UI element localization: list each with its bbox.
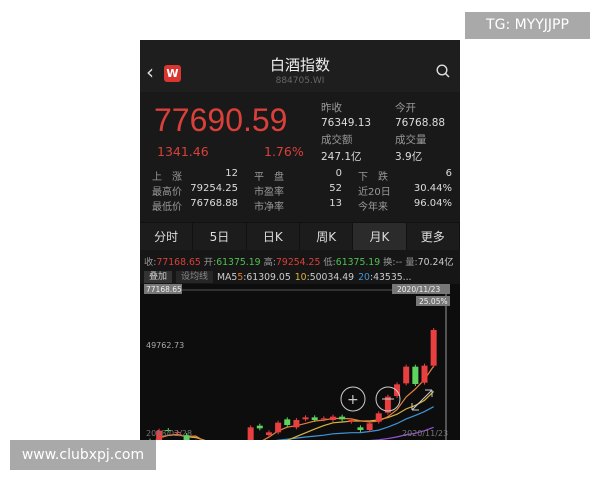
zoom-in-icon — [340, 386, 366, 412]
candle — [311, 417, 318, 421]
ma-line-ma5 — [155, 365, 435, 440]
ma-line-ma_extra — [369, 426, 434, 440]
stat-row: 上 涨 12 平 盘 0 下 跌 6 — [152, 168, 452, 183]
candle — [430, 329, 437, 366]
stat-prev-close: 昨收 76349.13 — [321, 102, 372, 129]
kline-chart[interactable]: 77168.65 49762.73 2020/11/23 25.05% +2018/02… — [140, 284, 460, 440]
cursor-pct-tag — [416, 296, 450, 306]
candle — [284, 419, 291, 426]
phone-screen: ‹ W 白酒指数 884705.WI 77690.59 1341.46 1.76… — [140, 40, 460, 440]
tab-0[interactable]: 分时 — [140, 223, 194, 250]
ma10-value: 10:50034.49 — [294, 271, 355, 283]
top-price-tag — [144, 284, 182, 294]
mid-price-label: 49762.73 — [146, 341, 184, 350]
tab-5[interactable]: 更多 — [407, 223, 460, 250]
index-code: 884705.WI — [275, 76, 325, 86]
search-icon[interactable] — [436, 64, 450, 78]
stat-label: 最高价 — [152, 187, 182, 198]
stat-label: 最低价 — [152, 202, 182, 213]
candle — [375, 413, 382, 422]
page-title: 白酒指数 — [269, 56, 330, 74]
zoom-out-icon — [375, 386, 401, 412]
top-price-label: 77168.65 — [146, 285, 182, 294]
price-change-pct: 1.76% — [264, 144, 304, 159]
stat-label: 上 涨 — [152, 172, 182, 183]
stat-label: 下 跌 — [358, 172, 388, 183]
stat-value: 79254.25 — [190, 183, 238, 194]
quote-panel: 77690.59 1341.46 1.76% 昨收 76349.13 今开 7676… — [140, 92, 460, 222]
stat-turnover: 成交额 247.1亿 — [321, 134, 362, 163]
header: ‹ W 白酒指数 884705.WI — [140, 40, 460, 92]
stat-value: 52 — [329, 183, 342, 194]
tab-4[interactable]: 月K — [353, 223, 407, 250]
cursor-pct: 25.05% — [419, 297, 448, 306]
ohlc-info: 收:77168.65 开:61375.19 高:79254.25 低:61375… — [144, 257, 454, 268]
stat-row: 最高价 79254.25 市盈率 52 近20日 30.44% — [152, 183, 452, 198]
candle — [384, 396, 391, 413]
ma-line-ma20 — [155, 406, 434, 440]
stat-value: 96.04% — [413, 198, 452, 209]
candle — [412, 366, 419, 385]
stat-label: 市净率 — [254, 202, 284, 213]
tab-2[interactable]: 日K — [247, 223, 300, 250]
period-tabs: 分时 5日 日K 周K 月K 更多 — [140, 222, 460, 250]
candle — [320, 418, 327, 420]
ma5-value: MA55:61309.05 — [217, 271, 291, 283]
candle — [247, 427, 254, 440]
stat-value: 6 — [445, 168, 452, 179]
stat-open: 今开 76768.88 — [395, 102, 446, 129]
expand-icon — [411, 389, 433, 411]
candle — [403, 366, 410, 384]
overlay-button[interactable]: 叠加 — [144, 271, 173, 283]
candle — [357, 427, 364, 431]
price-change: 1341.46 — [157, 144, 209, 159]
candle — [174, 432, 181, 434]
tab-3[interactable]: 周K — [300, 223, 354, 250]
stat-row: 最低价 76768.88 市净率 13 今年来 96.04% — [152, 198, 452, 213]
candle — [256, 425, 263, 429]
candle — [348, 420, 355, 422]
wind-logo-icon: W — [164, 65, 181, 82]
cursor-date-tag — [392, 284, 450, 294]
stat-value: 30.44% — [413, 183, 452, 194]
last-price: 77690.59 — [154, 102, 288, 138]
zoom-in-plus: + — [347, 392, 359, 408]
candle — [339, 416, 346, 420]
candle — [366, 423, 373, 431]
stat-value: 0 — [335, 168, 342, 179]
x-end-label: 2020/11/23 — [402, 429, 448, 438]
candle — [275, 422, 282, 433]
set-ma-button[interactable]: 设均线 — [176, 271, 214, 283]
tab-1[interactable]: 5日 — [193, 223, 247, 250]
ma20-value: 20:43535... — [358, 271, 412, 283]
candle — [394, 384, 401, 397]
stat-volume: 成交量 3.9亿 — [395, 134, 427, 163]
candle — [165, 430, 172, 432]
stat-value: 13 — [329, 198, 342, 209]
watermark-bottom: www.clubxpj.com — [10, 440, 156, 470]
candle — [265, 432, 272, 436]
ma-bar: 叠加 设均线 MA55:61309.05 10:50034.49 20:4353… — [144, 271, 412, 283]
candle — [302, 417, 309, 420]
stat-label: 今年来 — [358, 202, 388, 213]
candle — [421, 365, 428, 383]
candle — [156, 430, 163, 440]
watermark-top: TG: MYYJJPP — [465, 12, 590, 39]
candle — [330, 416, 336, 421]
x-start-label: 2018/02/28 — [146, 429, 192, 438]
stat-label: 近20日 — [358, 187, 391, 198]
kline-svg[interactable]: 77168.65 49762.73 2020/11/23 25.05% +2018/02… — [140, 284, 460, 440]
back-chevron-icon[interactable]: ‹ — [146, 60, 154, 84]
stat-value: 76768.88 — [190, 198, 238, 209]
candle — [183, 435, 190, 440]
stat-label: 市盈率 — [254, 187, 284, 198]
stat-value: 12 — [225, 168, 238, 179]
cursor-date: 2020/11/23 — [397, 285, 440, 294]
stat-label: 平 盘 — [254, 172, 284, 183]
candle — [293, 420, 300, 428]
